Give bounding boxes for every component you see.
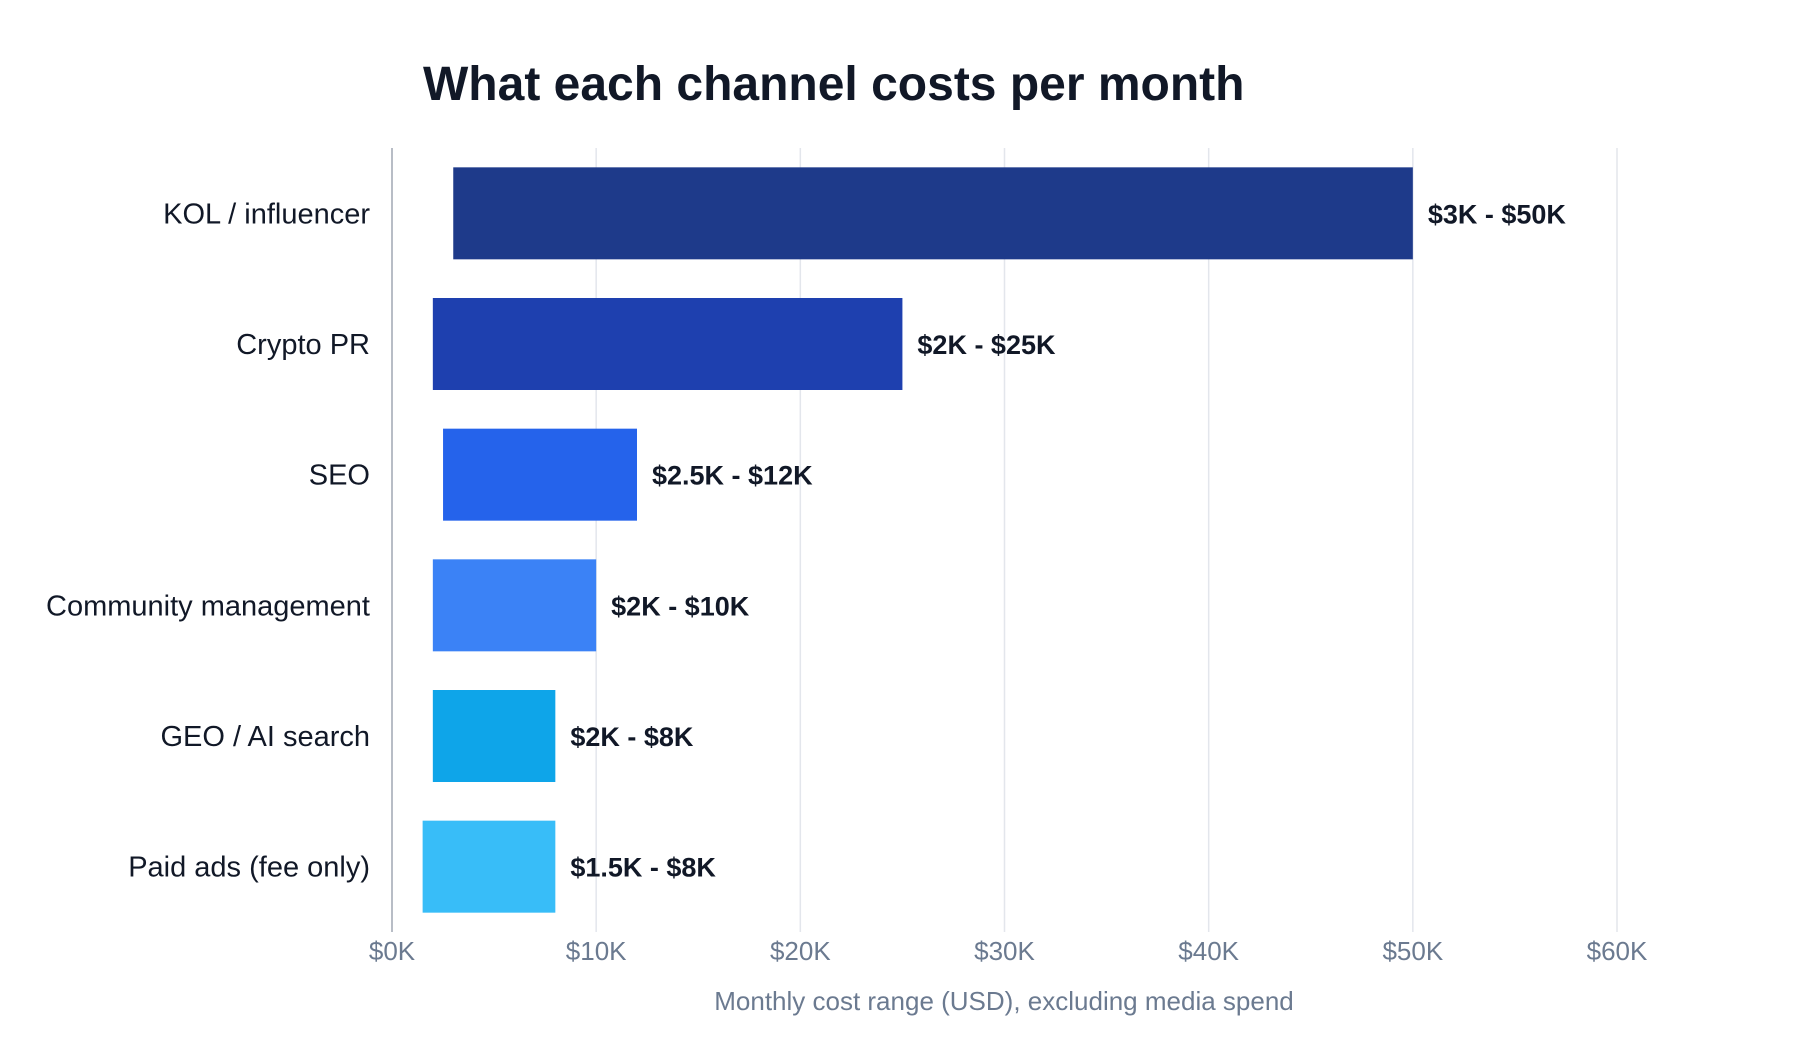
x-tick-label: $0K: [369, 936, 416, 966]
x-axis-title: Monthly cost range (USD), excluding medi…: [714, 986, 1294, 1016]
gridlines: [595, 148, 1618, 932]
range-bar: [432, 559, 597, 652]
value-label: $2.5K - $12K: [652, 461, 813, 491]
value-label: $1.5K - $8K: [570, 853, 716, 883]
category-label: Crypto PR: [236, 329, 370, 361]
x-axis-ticks: $0K $10K $20K $30K $40K $50K $60K: [369, 936, 1648, 966]
value-label: $2K - $10K: [611, 591, 750, 621]
value-label: $3K - $50K: [1428, 199, 1567, 229]
value-label: $2K - $8K: [570, 722, 694, 752]
range-bar: [432, 690, 556, 782]
range-bar: [432, 298, 903, 390]
x-tick-label: $10K: [566, 936, 627, 966]
category-label: Community management: [46, 590, 370, 622]
value-label: $2K - $25K: [917, 330, 1056, 360]
category-label: Paid ads (fee only): [128, 852, 370, 884]
x-tick-label: $50K: [1382, 936, 1443, 966]
range-bar: [453, 167, 1413, 260]
range-bar: [443, 428, 637, 521]
category-label: SEO: [309, 460, 370, 492]
x-tick-label: $60K: [1587, 936, 1648, 966]
category-label: GEO / AI search: [160, 721, 370, 753]
chart-title: What each channel costs per month: [423, 58, 1244, 111]
x-tick-label: $20K: [770, 936, 831, 966]
bars: [422, 167, 1413, 913]
category-label: KOL / influencer: [163, 198, 370, 230]
labels: KOL / influencer $3K - $50K Crypto PR $2K -…: [46, 198, 1566, 883]
x-tick-label: $30K: [974, 936, 1035, 966]
range-bar: [422, 820, 556, 913]
x-tick-label: $40K: [1178, 936, 1239, 966]
